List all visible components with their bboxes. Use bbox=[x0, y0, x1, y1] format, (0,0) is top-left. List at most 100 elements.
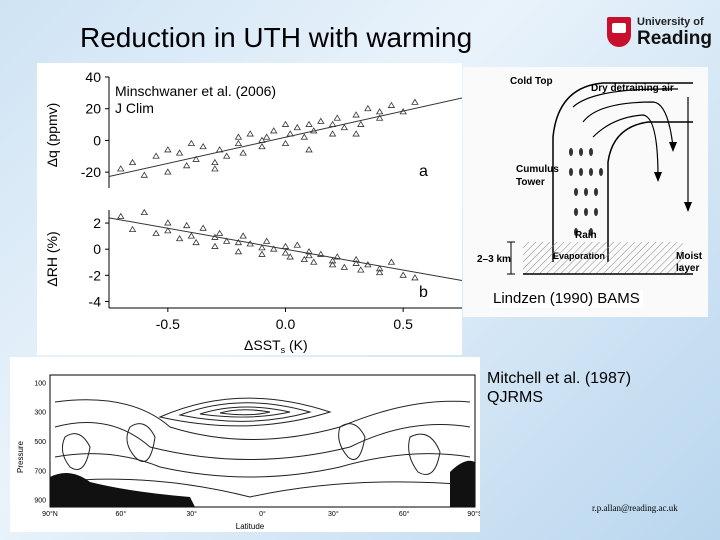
data-point-b bbox=[262, 237, 271, 244]
data-point-b bbox=[305, 248, 313, 255]
contour-x-tick-label: 30° bbox=[328, 510, 339, 518]
data-point-b bbox=[199, 224, 207, 231]
data-point-a bbox=[258, 136, 266, 143]
data-point-b bbox=[399, 271, 407, 278]
figure-schematic-panel: Cold Top Dry detraining air Cumulus Towe… bbox=[463, 67, 708, 317]
data-point-b bbox=[281, 249, 290, 256]
x-axis-label: ΔSSTs (K) bbox=[244, 337, 308, 355]
data-point-b bbox=[293, 241, 301, 248]
caption-minschwaner-line1: Minschwaner et al. (2006) bbox=[115, 83, 277, 99]
data-point-b bbox=[305, 251, 313, 259]
figure-scatter-panel: Δq (ppmv) ΔRH (%) 40 20 0 -20 2 0 -2 -4 -0.5 0.… bbox=[37, 63, 463, 355]
y-tick-label: -4 bbox=[89, 293, 102, 309]
data-point-a bbox=[187, 139, 196, 146]
label-layer: layer bbox=[676, 263, 699, 274]
contour-y-label: Pressure bbox=[16, 440, 25, 473]
data-point-b bbox=[364, 261, 372, 268]
label-evaporation: Evaporation bbox=[553, 251, 605, 261]
flow-arrow-3 bbox=[592, 114, 659, 178]
label-depth: 2–3 km bbox=[477, 254, 511, 265]
contour-x-tick-label: 0° bbox=[259, 510, 266, 518]
contour-x-label: Latitude bbox=[236, 522, 265, 531]
data-point-b bbox=[234, 248, 243, 255]
contour-x-tick-label: 60° bbox=[399, 510, 410, 518]
contour-y-tick-label: 900 bbox=[34, 498, 46, 505]
data-point-a bbox=[128, 158, 137, 166]
contour-x-tick-label: 30° bbox=[186, 510, 197, 518]
data-point-b bbox=[117, 212, 125, 219]
data-point-b bbox=[211, 233, 219, 240]
data-point-b bbox=[328, 257, 337, 264]
data-point-b bbox=[270, 245, 278, 252]
data-point-a bbox=[305, 146, 313, 153]
y-tick-label: 0 bbox=[93, 241, 101, 257]
slide-title: Reduction in UTH with warming bbox=[80, 22, 473, 53]
data-point-a bbox=[215, 146, 224, 153]
data-point-a bbox=[364, 104, 372, 112]
caption-lindzen: Lindzen (1990) BAMS bbox=[490, 290, 643, 308]
data-point-a bbox=[340, 123, 349, 131]
label-moist: Moist bbox=[676, 251, 703, 262]
data-point-b bbox=[164, 227, 172, 234]
contour-y-tick-label: 100 bbox=[34, 380, 46, 387]
fit-line-a bbox=[108, 97, 463, 177]
data-point-a bbox=[234, 139, 243, 146]
data-point-a bbox=[281, 139, 290, 146]
caption-mitchell: Mitchell et al. (1987) QJRMS bbox=[487, 369, 631, 407]
convection-schematic: Cold Top Dry detraining air Cumulus Towe… bbox=[477, 76, 703, 275]
data-point-a bbox=[152, 152, 160, 159]
contact-email: r.p.allan@reading.ac.uk bbox=[592, 503, 678, 513]
data-point-b bbox=[286, 253, 294, 260]
data-point-a bbox=[328, 120, 337, 127]
data-point-b bbox=[128, 225, 137, 233]
contour-lines bbox=[54, 397, 471, 498]
data-point-a bbox=[357, 120, 365, 127]
figure-contour-panel: Pressure 100 300 500 700 900 90°N 60° 30° 0° 30°… bbox=[10, 357, 483, 532]
data-point-a bbox=[411, 98, 419, 105]
data-point-a bbox=[164, 168, 172, 175]
data-point-a bbox=[199, 142, 207, 150]
label-dry-air: Dry detraining air bbox=[591, 83, 674, 94]
x-tick-label: -0.5 bbox=[156, 316, 180, 332]
contour-y-tick-label: 500 bbox=[34, 439, 46, 446]
data-point-a bbox=[222, 152, 231, 159]
data-point-a bbox=[387, 101, 396, 108]
data-point-b bbox=[140, 208, 149, 216]
panel-a-label: a bbox=[419, 163, 428, 180]
data-point-a bbox=[239, 149, 247, 156]
data-point-a bbox=[211, 165, 219, 172]
contour-x-tick-label: 60° bbox=[116, 510, 127, 518]
logo-line1: University of bbox=[637, 16, 704, 28]
caption-mitchell-line2: QJRMS bbox=[487, 389, 543, 406]
data-point-a bbox=[300, 133, 309, 140]
data-point-a bbox=[262, 133, 271, 140]
data-point-b bbox=[340, 263, 349, 270]
university-logo: University of Reading bbox=[607, 14, 712, 52]
data-point-a bbox=[175, 149, 184, 156]
data-point-a bbox=[375, 114, 384, 121]
data-point-b bbox=[239, 232, 247, 239]
data-point-b bbox=[387, 258, 396, 265]
data-point-b bbox=[281, 242, 290, 249]
x-tick-label: 0.5 bbox=[393, 316, 413, 332]
data-point-a bbox=[328, 130, 337, 137]
data-point-b bbox=[215, 229, 224, 236]
y-tick-label: 2 bbox=[93, 215, 101, 231]
data-point-b bbox=[328, 261, 337, 268]
data-point-a bbox=[352, 111, 360, 118]
data-point-b bbox=[175, 234, 184, 242]
flow-arrow-1 bbox=[572, 88, 678, 108]
y-tick-label: -20 bbox=[81, 164, 101, 180]
rain-drops-icon bbox=[569, 148, 603, 236]
y-label-bottom: ΔRH (%) bbox=[44, 231, 60, 286]
x-tick-label: 0.0 bbox=[276, 316, 296, 332]
flow-arrow-2 bbox=[582, 101, 674, 148]
caption-mitchell-line1: Mitchell et al. (1987) bbox=[487, 370, 632, 387]
crest-icon bbox=[607, 17, 631, 47]
contour-y-tick-label: 300 bbox=[34, 410, 46, 417]
terrain-shading-north bbox=[50, 473, 195, 507]
label-cumulus: Cumulus bbox=[516, 164, 559, 175]
data-point-a bbox=[305, 120, 313, 127]
data-point-a bbox=[270, 127, 278, 134]
